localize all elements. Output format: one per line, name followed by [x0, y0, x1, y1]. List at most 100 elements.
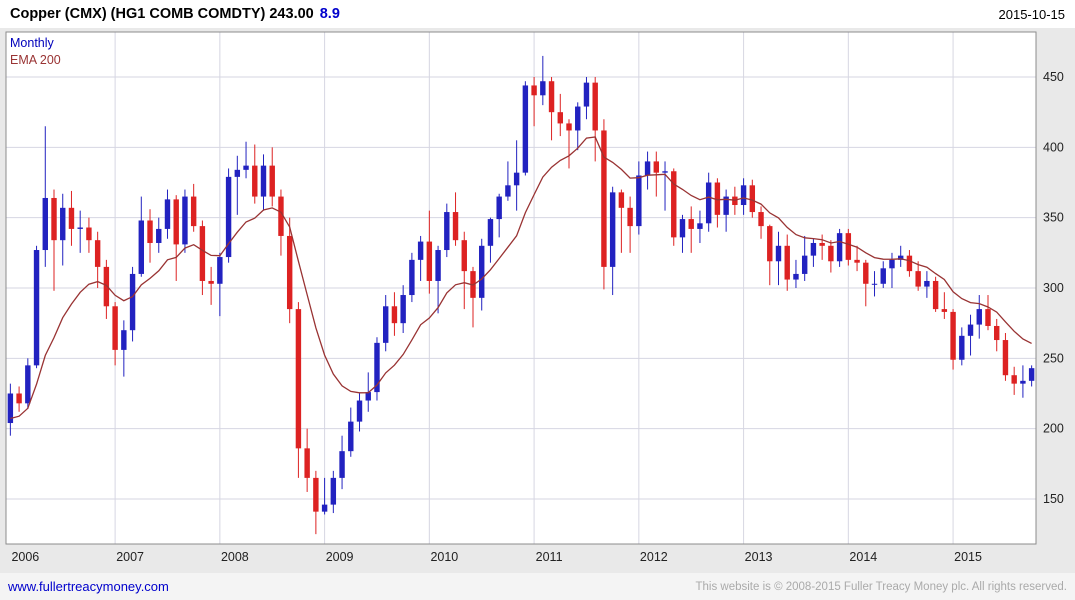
candle — [705, 172, 712, 232]
candle — [330, 470, 337, 514]
candle — [7, 383, 14, 436]
svg-text:2008: 2008 — [221, 550, 249, 564]
candle — [688, 206, 694, 253]
candle — [967, 314, 974, 356]
svg-text:2014: 2014 — [849, 550, 877, 564]
candle — [1028, 365, 1035, 387]
svg-text:2013: 2013 — [745, 550, 773, 564]
candle — [985, 295, 991, 331]
candle — [60, 193, 66, 266]
candle — [627, 196, 633, 253]
candle — [164, 189, 171, 239]
chart-date: 2015-10-15 — [998, 6, 1066, 22]
candle — [68, 190, 75, 246]
candle — [636, 161, 642, 235]
candle — [444, 203, 450, 258]
candle — [103, 259, 110, 319]
candle — [234, 155, 241, 215]
candle — [25, 358, 31, 409]
svg-text:350: 350 — [1043, 211, 1064, 225]
candle — [147, 209, 153, 263]
candle — [173, 195, 179, 281]
candle — [452, 192, 459, 246]
candle — [714, 178, 721, 228]
candle — [775, 231, 782, 286]
svg-text:2015: 2015 — [954, 550, 982, 564]
candle — [950, 309, 956, 370]
candle — [1002, 333, 1009, 381]
candle — [1020, 365, 1026, 398]
plot-border — [5, 31, 1037, 545]
candle — [644, 151, 651, 190]
horizontal-gridlines — [6, 76, 1036, 500]
candle — [190, 183, 197, 232]
candle — [225, 168, 232, 263]
candle — [182, 189, 188, 253]
candle — [356, 393, 363, 432]
candle — [33, 245, 40, 369]
legend-timeframe: Monthly — [10, 36, 54, 50]
candle — [417, 235, 424, 281]
candle — [435, 245, 441, 314]
candle — [601, 119, 607, 290]
candle — [121, 320, 127, 377]
candle — [653, 151, 660, 197]
candle — [374, 337, 380, 401]
svg-text:2010: 2010 — [430, 550, 458, 564]
candle — [767, 224, 773, 286]
candle — [548, 77, 555, 141]
candle — [156, 217, 162, 253]
candle — [531, 77, 537, 127]
candle — [313, 470, 319, 535]
candle — [199, 220, 206, 296]
site-link[interactable]: www.fullertreacymoney.com — [8, 579, 169, 594]
candle — [915, 261, 921, 291]
copyright-text: This website is © 2008-2015 Fuller Treac… — [695, 580, 1067, 593]
chart-title: Copper (CMX) (HG1 COMB COMDTY) 243.00 8.9 — [10, 6, 340, 22]
chart-legend: Monthly EMA 200 — [10, 35, 61, 69]
candle — [86, 217, 92, 253]
candle — [723, 189, 729, 232]
footer: www.fullertreacymoney.com This website i… — [0, 573, 1075, 600]
candle — [784, 234, 790, 291]
svg-text:2006: 2006 — [11, 550, 39, 564]
candle — [391, 292, 398, 336]
candle — [994, 318, 1000, 352]
candle — [269, 147, 275, 207]
candle — [94, 231, 101, 288]
candle — [339, 435, 345, 490]
y-axis-labels: 150 200 250 300 350 400 450 — [1043, 70, 1064, 506]
svg-text:2011: 2011 — [536, 550, 563, 564]
ema-line — [10, 136, 1032, 420]
svg-text:400: 400 — [1043, 140, 1064, 154]
chart-area: 150 200 250 300 350 400 450 2006 2007 2008 2009 20… — [0, 28, 1075, 573]
candle — [321, 477, 328, 515]
candle — [609, 186, 616, 296]
candle — [906, 250, 913, 277]
candle — [924, 271, 930, 298]
candle — [959, 327, 965, 366]
svg-text:150: 150 — [1043, 492, 1064, 506]
candle — [479, 238, 485, 311]
candle — [400, 285, 406, 334]
candle — [409, 252, 415, 303]
candle — [513, 140, 520, 211]
candle — [976, 295, 982, 339]
instrument-title: Copper (CMX) (HG1 COMB COMDTY) 243.00 — [10, 6, 314, 22]
svg-text:2012: 2012 — [640, 550, 668, 564]
candle — [863, 259, 869, 307]
candle — [496, 193, 502, 238]
svg-text:250: 250 — [1043, 351, 1064, 365]
candle — [801, 235, 808, 281]
candle — [348, 407, 354, 457]
candle — [557, 93, 563, 137]
candle — [1011, 366, 1017, 395]
candle — [679, 214, 686, 253]
candle — [522, 81, 529, 176]
candle — [697, 210, 703, 243]
candle — [112, 302, 118, 366]
candle — [278, 189, 284, 256]
candle — [138, 196, 145, 277]
